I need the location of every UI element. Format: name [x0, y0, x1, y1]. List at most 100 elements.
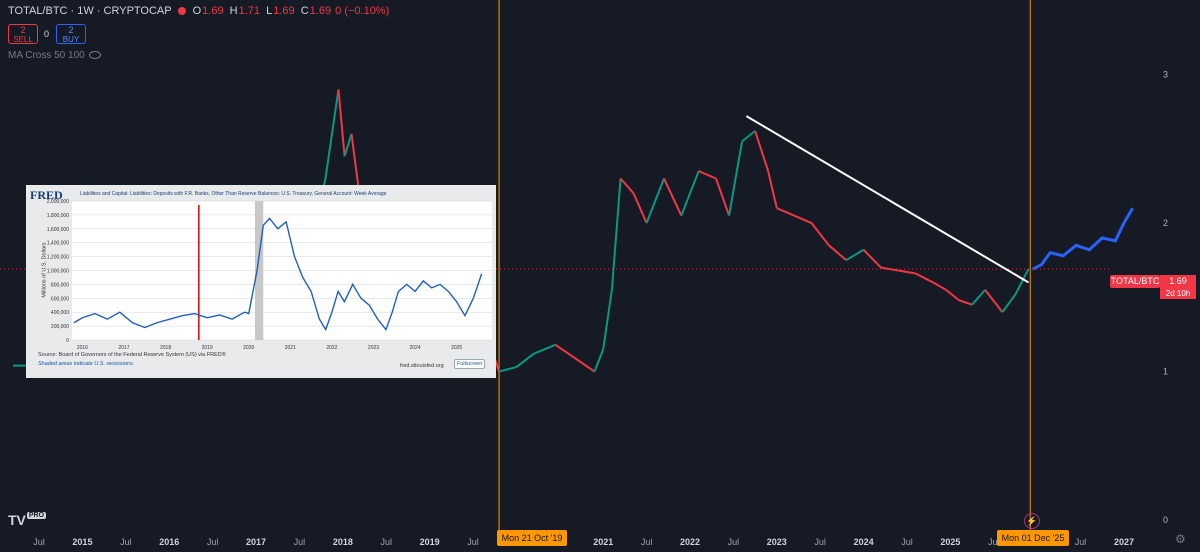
price-segment [324, 89, 340, 179]
inset-x-tick: 2020 [243, 345, 254, 351]
x-tick-label: 2021 [593, 537, 613, 547]
inset-series-line [73, 217, 483, 332]
price-segment [945, 289, 960, 302]
x-tick-label: Jul [380, 537, 392, 547]
tradingview-logo[interactable]: TV PRO [8, 512, 47, 528]
y-tick-label: 3 [1163, 70, 1168, 80]
inset-y-tick: 1,200,000 [47, 255, 69, 261]
inset-x-tick: 2019 [202, 345, 213, 351]
market-status-dot [177, 7, 186, 15]
price-segment [698, 170, 717, 180]
inset-x-tick: 2023 [368, 345, 379, 351]
price-segment [715, 178, 731, 216]
price-countdown: 2d 10h [1160, 288, 1196, 299]
inset-y-tick: 1,800,000 [47, 213, 69, 219]
price-segment [533, 343, 556, 355]
spread-value: 0 [44, 29, 50, 39]
price-segment [663, 178, 683, 217]
flash-icon[interactable]: ⚡ [1024, 513, 1040, 529]
price-segment [767, 170, 778, 209]
eye-icon[interactable] [88, 51, 101, 60]
price-segment [971, 289, 986, 306]
inset-x-tick: 2021 [285, 345, 296, 351]
inset-x-tick: 2016 [77, 345, 88, 351]
change-value: 0 (−0.10%) [335, 5, 390, 17]
y-tick-label: 2 [1163, 218, 1168, 228]
gear-icon[interactable]: ⚙ [1175, 532, 1186, 546]
price-segment [880, 266, 899, 272]
x-tick-label: Jul [207, 537, 219, 547]
x-tick-label: 2019 [420, 537, 440, 547]
inset-url: fred.stlouisfed.org [400, 363, 444, 369]
x-tick-label: Jul [901, 537, 913, 547]
price-segment [593, 348, 605, 372]
fullscreen-button[interactable]: Fullscreen [454, 359, 486, 369]
inset-y-tick: 1,600,000 [47, 227, 69, 233]
x-tick-label: Jul [728, 537, 740, 547]
date-highlight-left[interactable]: Mon 21 Oct '19 [497, 530, 567, 546]
x-tick-label: 2015 [72, 537, 92, 547]
price-segment [810, 222, 830, 246]
price-segment [337, 89, 346, 157]
x-tick-label: 2018 [333, 537, 353, 547]
price-segment [915, 272, 934, 284]
x-tick-label: Jul [814, 537, 826, 547]
recession-band [254, 201, 264, 340]
inset-y-tick: 1,000,000 [47, 269, 69, 275]
date-highlight-right[interactable]: Mon 01 Dec '25 [997, 530, 1069, 546]
price-segment [343, 133, 353, 157]
projection-line [1032, 207, 1134, 271]
x-tick-label: Jul [641, 537, 653, 547]
x-tick-label: Jul [988, 537, 1000, 547]
x-tick-label: 2025 [940, 537, 960, 547]
buy-button[interactable]: 2 BUY [56, 24, 86, 44]
price-segment [728, 141, 744, 216]
symbol-title[interactable]: TOTAL/BTC · 1W · CRYPTOCAP [8, 5, 172, 17]
x-tick-label: Jul [294, 537, 306, 547]
price-segment [680, 170, 700, 216]
x-tick-label: 2022 [680, 537, 700, 547]
fred-inset: 0 200,000 400,000 600,000 800,000 1,000,000 1,… [26, 185, 496, 378]
inset-y-tick: 600,000 [51, 296, 69, 302]
indicator-legend[interactable]: MA Cross 50 100 [8, 50, 101, 61]
inset-y-tick: 200,000 [51, 324, 69, 330]
price-segment [984, 289, 1004, 313]
y-tick-label: 1 [1163, 367, 1168, 377]
price-segment [602, 289, 613, 350]
price-segment [632, 192, 648, 224]
inset-title: Liabilities and Capital: Liabilities: De… [80, 191, 387, 197]
low-value: 1.69 [273, 5, 295, 17]
y-tick-label: 0 [1163, 515, 1168, 525]
fred-logo: FRED [30, 188, 63, 202]
price-label-symbol: TOTAL/BTC [1110, 275, 1160, 288]
x-tick-label: 2027 [1114, 537, 1134, 547]
price-segment [515, 352, 535, 368]
x-tick-label: Jul [120, 537, 132, 547]
price-segment [1001, 293, 1017, 313]
x-tick-label: 2017 [246, 537, 266, 547]
inset-source: Source: Board of Governors of the Federa… [38, 352, 226, 358]
inset-y-tick: 2,000,000 [47, 199, 69, 205]
price-segment [610, 178, 622, 290]
inset-y-tick: 800,000 [51, 282, 69, 288]
price-segment [645, 178, 665, 224]
inset-y-tick: 400,000 [51, 310, 69, 316]
inset-x-tick: 2018 [160, 345, 171, 351]
price-segment [576, 358, 596, 373]
x-tick-label: Jul [467, 537, 479, 547]
inset-y-label: Millions of U.S. Dollars [41, 242, 48, 298]
inset-y-tick: 1,400,000 [47, 241, 69, 247]
chart-header: TOTAL/BTC · 1W · CRYPTOCAP O1.69 H1.71 L1… [8, 5, 390, 17]
x-tick-label: Jul [1075, 537, 1087, 547]
price-segment [932, 281, 947, 291]
sell-button[interactable]: 2 SELL [8, 24, 38, 44]
close-value: 1.69 [309, 5, 332, 17]
price-segment [828, 244, 847, 261]
price-segment [898, 269, 916, 275]
inset-shade-note: Shaded areas indicate U.S. recessions. [38, 361, 135, 367]
inset-x-tick: 2022 [326, 345, 337, 351]
price-segment [741, 130, 756, 143]
price-segment [776, 207, 795, 217]
price-segment [845, 248, 865, 262]
inset-y-tick: 0 [66, 338, 69, 344]
